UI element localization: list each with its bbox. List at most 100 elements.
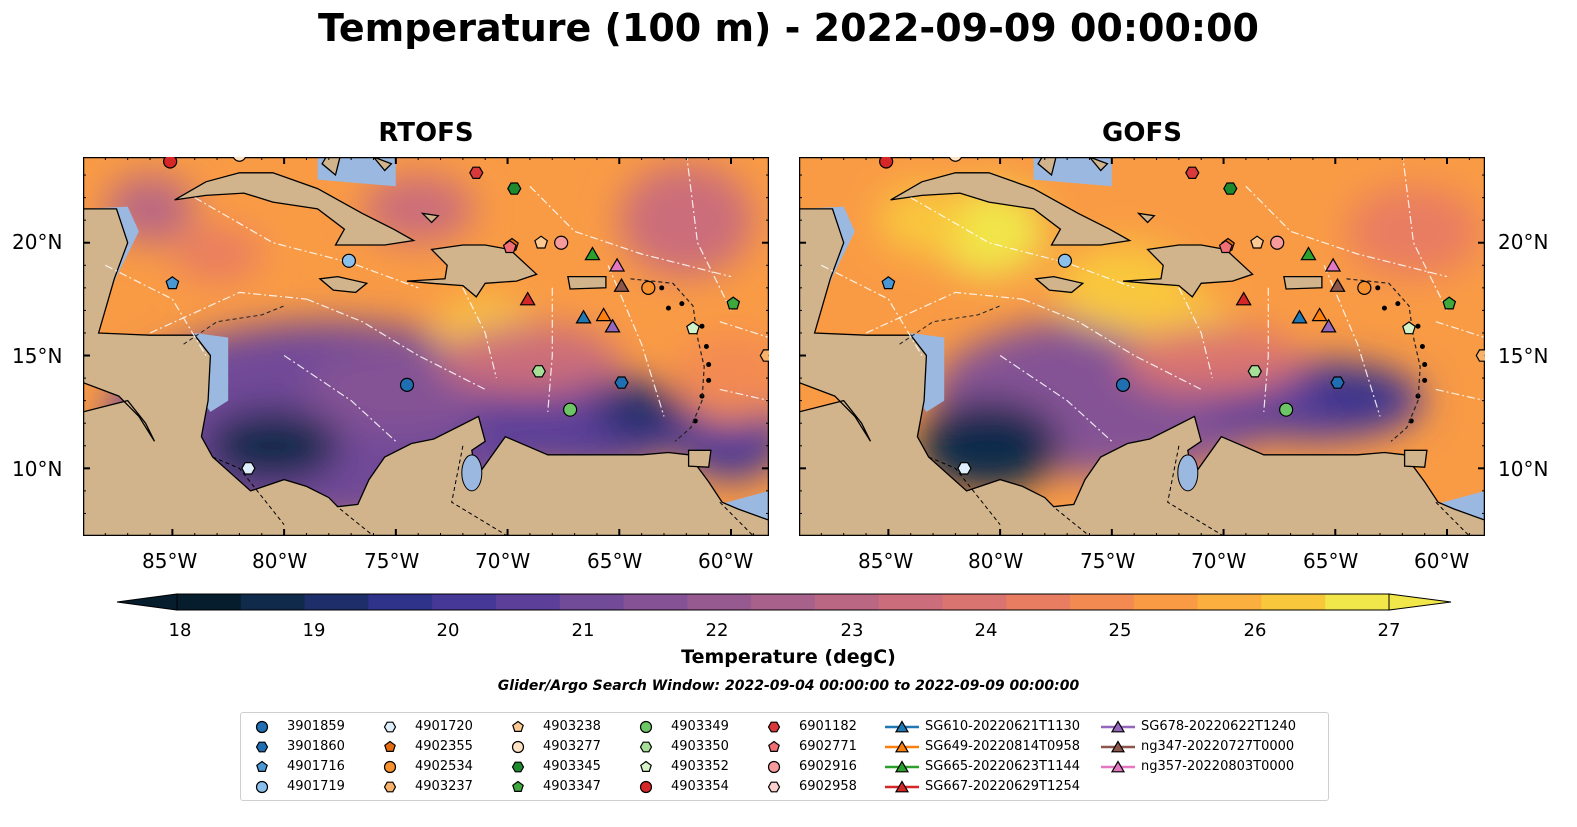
country-border bbox=[928, 456, 1001, 526]
legend-label: 6902916 bbox=[799, 759, 857, 774]
legend-marker bbox=[767, 721, 781, 733]
colorbar-segment bbox=[432, 594, 497, 610]
legend-marker bbox=[383, 781, 397, 793]
eez-boundary bbox=[910, 197, 1135, 289]
legend-marker bbox=[767, 760, 781, 774]
eez-boundary bbox=[306, 298, 486, 390]
colorbar-tick-22: 22 bbox=[705, 620, 729, 641]
legend-marker bbox=[640, 760, 652, 772]
lat-tick-10n-right: 10°N bbox=[1498, 457, 1549, 481]
observation-marker-ng357-20220803t0000 bbox=[1324, 257, 1342, 272]
observation-marker-sg665-20220623t1144 bbox=[584, 246, 601, 261]
legend-marker bbox=[894, 740, 910, 753]
eez-boundary bbox=[1263, 287, 1269, 412]
observation-marker-sg667-20220629t1254 bbox=[519, 291, 536, 306]
legend-label: 4901716 bbox=[287, 759, 345, 774]
legend-marker bbox=[1110, 720, 1126, 733]
legend-label: 4902534 bbox=[415, 759, 473, 774]
landmass bbox=[372, 157, 393, 172]
observation-marker-ng347-20220727t0000 bbox=[613, 277, 630, 292]
hexagon-marker-icon bbox=[383, 721, 397, 733]
colorbar-tick-27: 27 bbox=[1377, 620, 1401, 641]
observation-marker-4903354 bbox=[879, 157, 894, 169]
temperature-anomaly bbox=[205, 409, 340, 482]
landmass bbox=[321, 157, 341, 177]
colorbar-segment bbox=[878, 594, 943, 610]
eez-boundary bbox=[194, 197, 419, 289]
eez-boundary bbox=[1435, 321, 1485, 339]
observation-marker-4903347 bbox=[726, 296, 741, 310]
observation-marker-6902771 bbox=[502, 239, 517, 254]
circle-marker-icon bbox=[767, 760, 781, 774]
legend-label: 4903354 bbox=[671, 779, 729, 794]
colorbar-segment bbox=[1197, 594, 1262, 610]
search-window-caption: Glider/Argo Search Window: 2022-09-04 00… bbox=[497, 678, 1080, 694]
temperature-anomaly bbox=[619, 163, 754, 277]
lon-tick-75w-gofs: 75°W bbox=[1080, 549, 1136, 573]
legend-label: 4903238 bbox=[543, 719, 601, 734]
landmass bbox=[420, 212, 440, 224]
legend-marker bbox=[767, 781, 781, 793]
circle-marker-icon bbox=[255, 720, 269, 734]
island bbox=[1422, 362, 1428, 368]
eez-boundary bbox=[999, 355, 1113, 442]
observation-marker-sg678-20220622t1240 bbox=[1320, 318, 1337, 333]
island bbox=[665, 305, 671, 311]
observation-marker-4901719 bbox=[1057, 253, 1073, 268]
lon-tick-65w-rtofs: 65°W bbox=[587, 549, 643, 573]
triangle-marker-icon bbox=[1101, 760, 1135, 773]
colorbar-segment bbox=[1133, 594, 1199, 610]
colorbar-tick-20: 20 bbox=[436, 620, 460, 641]
island bbox=[706, 362, 712, 368]
eez-boundary bbox=[547, 287, 553, 412]
rtofs-panel-title: RTOFS bbox=[378, 118, 474, 148]
observation-marker-4903352 bbox=[1402, 321, 1416, 335]
eez-boundary bbox=[821, 264, 923, 356]
legend-label: SG610-20220621T1130 bbox=[925, 719, 1081, 734]
colorbar-tick-26: 26 bbox=[1243, 620, 1267, 641]
pentagon-marker-icon bbox=[640, 760, 652, 772]
landmass bbox=[406, 244, 538, 298]
observation-marker-4903347 bbox=[1442, 296, 1457, 310]
legend-marker bbox=[894, 760, 910, 773]
observation-marker-4903277 bbox=[948, 157, 963, 162]
observation-marker-ng357-20220803t0000 bbox=[608, 257, 626, 272]
legend-label: 6902771 bbox=[799, 739, 857, 754]
colorbar-frame bbox=[176, 593, 1390, 611]
colorbar-tick-24: 24 bbox=[974, 620, 998, 641]
observation-marker-3901860 bbox=[614, 376, 629, 389]
colorbar-segment bbox=[368, 594, 433, 610]
landmass bbox=[1136, 212, 1156, 224]
triangle-marker-icon bbox=[1101, 740, 1135, 753]
eez-boundary bbox=[149, 291, 307, 334]
observation-marker-6902916 bbox=[1270, 235, 1285, 250]
lon-tick-60w-gofs: 60°W bbox=[1414, 549, 1470, 573]
observation-marker-3901859 bbox=[399, 377, 415, 392]
legend-marker bbox=[639, 741, 653, 753]
temperature-anomaly bbox=[1346, 186, 1481, 277]
landmass bbox=[174, 172, 416, 246]
colorbar-segment bbox=[814, 594, 880, 610]
observation-marker-6902916 bbox=[554, 235, 569, 250]
colorbar-tick-19: 19 bbox=[302, 620, 326, 641]
lon-tick-85w-gofs: 85°W bbox=[858, 549, 914, 573]
lat-tick-20n-left: 20°N bbox=[12, 230, 63, 254]
observation-marker-3901859 bbox=[1115, 377, 1131, 392]
legend-marker bbox=[255, 741, 269, 753]
colorbar-max-extension bbox=[1388, 593, 1452, 611]
observation-marker-4901720 bbox=[241, 462, 256, 475]
pentagon-marker-icon bbox=[256, 760, 268, 772]
legend-label: SG665-20220623T1144 bbox=[925, 759, 1081, 774]
lake-maracaibo bbox=[1177, 454, 1199, 492]
legend-label: 4901720 bbox=[415, 719, 473, 734]
gofs-panel-title: GOFS bbox=[1102, 118, 1182, 148]
legend-marker bbox=[511, 761, 525, 773]
legend-marker bbox=[768, 740, 780, 752]
island bbox=[659, 285, 665, 291]
legend-marker bbox=[256, 760, 268, 772]
temperature-anomaly bbox=[440, 323, 620, 397]
colorbar-segment bbox=[304, 594, 369, 610]
island bbox=[1375, 285, 1381, 291]
temperature-anomaly bbox=[917, 400, 1061, 491]
island bbox=[703, 344, 709, 349]
